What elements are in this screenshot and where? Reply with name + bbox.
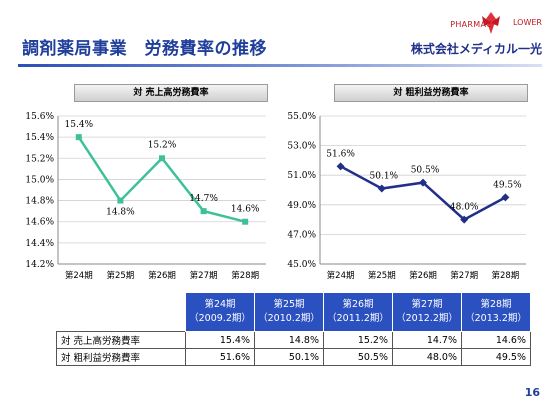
chart1-title: 対 売上高労務費率: [74, 84, 268, 102]
col-period: 第26期: [342, 299, 374, 310]
data-point: [501, 193, 510, 202]
y-tick-label: 15.6%: [25, 112, 54, 122]
y-tick-label: 14.4%: [25, 239, 54, 249]
data-point: [419, 178, 427, 187]
data-label: 48.0%: [450, 203, 479, 213]
y-tick-label: 15.2%: [25, 154, 54, 164]
table-cell: 14.8%: [254, 331, 324, 349]
data-label: 15.4%: [65, 120, 94, 130]
table-col-header: 第28期 （2013.2期）: [461, 292, 531, 332]
col-period: 第27期: [411, 299, 443, 310]
table-cell: 15.4%: [185, 331, 255, 349]
table-cell: 14.7%: [392, 331, 462, 349]
row-label: 対 売上高労務費率: [56, 331, 186, 349]
table-corner: [57, 293, 186, 332]
charts-canvas: 14.2% 14.4% 14.6% 14.8% 15.0% 15.2% 15.4% 15.6%…: [25, 112, 526, 281]
y-tick-label: 14.8%: [25, 197, 54, 207]
x-tick-label: 第24期: [65, 270, 93, 281]
data-point: [75, 134, 82, 141]
y-tick-label: 45.0%: [287, 260, 316, 270]
table-cell: 48.0%: [392, 348, 462, 366]
y-tick-label: 15.4%: [25, 133, 54, 143]
col-date: （2013.2期）: [465, 313, 527, 324]
page-title: 調剤薬局事業 労務費率の推移: [22, 39, 267, 59]
page-number: 16: [524, 386, 540, 399]
table-col-header: 第24期 （2009.2期）: [185, 292, 255, 332]
col-period: 第28期: [480, 299, 512, 310]
data-label: 50.5%: [411, 166, 440, 176]
data-point: [460, 215, 469, 224]
table-cell: 14.6%: [461, 331, 531, 349]
col-period: 第24期: [204, 299, 236, 310]
data-point: [377, 184, 386, 193]
table-cell: 50.5%: [323, 348, 393, 366]
col-date: （2012.2期）: [396, 313, 458, 324]
y-tick-label: 15.0%: [25, 175, 54, 185]
data-label: 14.8%: [106, 208, 135, 218]
x-tick-label: 第24期: [327, 270, 355, 281]
data-point: [200, 208, 207, 215]
table-cell: 51.6%: [185, 348, 255, 366]
data-point: [242, 218, 249, 225]
title-divider: [18, 64, 542, 67]
table-row: 対 粗利益労務費率 51.6% 50.1% 50.5% 48.0% 49.5%: [56, 348, 531, 366]
logo-brand-left: PHARMAC: [450, 20, 492, 29]
data-table: 第24期 （2009.2期） 第25期 （2010.2期） 第26期 （2011.2期…: [56, 292, 531, 366]
data-label: 49.5%: [493, 180, 522, 190]
y-tick-label: 14.2%: [25, 260, 54, 270]
table-cell: 15.2%: [323, 331, 393, 349]
y-tick-label: 53.0%: [287, 142, 316, 152]
x-tick-label: 第26期: [409, 270, 437, 281]
col-date: （2009.2期）: [189, 313, 251, 324]
y-tick-label: 49.0%: [287, 201, 316, 211]
data-label: 51.6%: [326, 149, 355, 159]
table-row: 対 売上高労務費率 15.4% 14.8% 15.2% 14.7% 14.6%: [56, 331, 531, 349]
data-point: [336, 162, 345, 171]
x-tick-label: 第25期: [368, 270, 396, 281]
flower-icon: [482, 12, 500, 34]
x-tick-label: 第25期: [106, 270, 134, 281]
table-col-header: 第25期 （2010.2期）: [254, 292, 324, 332]
table-cell: 49.5%: [461, 348, 531, 366]
x-tick-label: 第28期: [231, 270, 259, 281]
data-label: 50.1%: [370, 172, 399, 182]
col-period: 第25期: [273, 299, 305, 310]
company-logo: PHARMAC LOWER 株式会社メディカル一光: [382, 10, 542, 66]
data-label: 14.6%: [231, 205, 260, 215]
col-date: （2010.2期）: [258, 313, 320, 324]
data-label: 15.2%: [148, 140, 177, 150]
table-cell: 50.1%: [254, 348, 324, 366]
y-tick-label: 55.0%: [287, 112, 316, 122]
y-tick-label: 51.0%: [287, 171, 316, 181]
x-tick-label: 第26期: [148, 270, 176, 281]
row-label: 対 粗利益労務費率: [56, 348, 186, 366]
table-col-header: 第26期 （2011.2期）: [323, 292, 393, 332]
data-point: [159, 155, 165, 162]
data-point: [117, 197, 124, 204]
x-tick-label: 第27期: [190, 270, 218, 281]
x-tick-label: 第27期: [450, 270, 478, 281]
x-tick-label: 第28期: [491, 270, 519, 281]
chart2-title: 対 粗利益労務費率: [334, 84, 528, 102]
logo-company-name: 株式会社メディカル一光: [410, 42, 542, 56]
table-header-row: 第24期 （2009.2期） 第25期 （2010.2期） 第26期 （2011.2期…: [57, 292, 531, 332]
y-tick-label: 14.6%: [25, 218, 54, 228]
table-col-header: 第27期 （2012.2期）: [392, 292, 462, 332]
logo-brand-right: LOWER: [513, 18, 542, 27]
y-tick-label: 47.0%: [287, 230, 316, 240]
col-date: （2011.2期）: [327, 313, 389, 324]
data-label: 14.7%: [189, 194, 218, 204]
